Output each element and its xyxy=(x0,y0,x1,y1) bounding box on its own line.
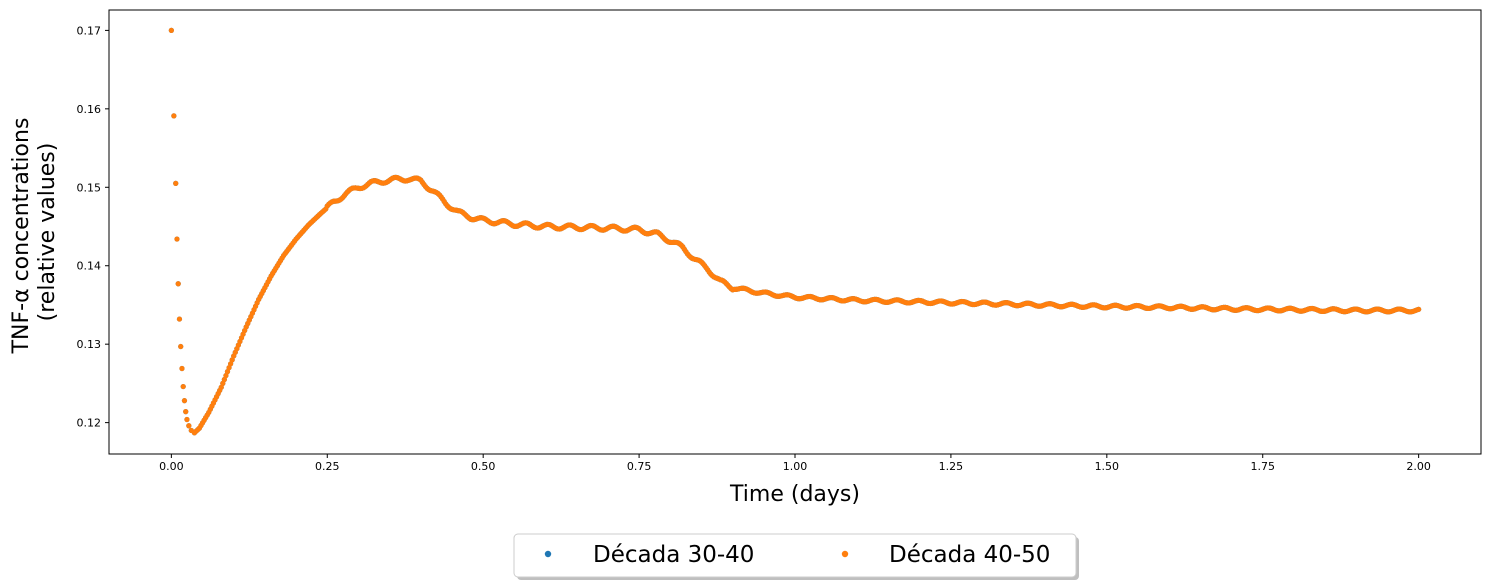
x-tick-label: 1.25 xyxy=(939,460,964,473)
y-axis-title: TNF-α concentrations (relative values) xyxy=(9,111,60,355)
data-point xyxy=(186,423,192,429)
legend-marker-decada-30-40 xyxy=(544,550,552,558)
x-axis: 0.00 0.25 0.50 0.75 1.00 1.25 1.50 1.75 2.00 xyxy=(159,454,1431,473)
data-point xyxy=(168,27,174,33)
y-tick-label: 0.13 xyxy=(77,338,102,351)
y-tick-label: 0.17 xyxy=(77,24,102,37)
x-tick-label: 1.50 xyxy=(1095,460,1120,473)
legend: Década 30-40 Década 40-50 xyxy=(513,533,1079,580)
legend-label-decada-30-40: Década 30-40 xyxy=(593,542,754,568)
y-axis-title-line-1: TNF-α concentrations xyxy=(9,118,34,355)
x-tick-label: 1.00 xyxy=(783,460,808,473)
data-point xyxy=(181,398,188,404)
data-point xyxy=(218,384,224,390)
x-tick-label: 0.00 xyxy=(159,460,184,473)
data-point xyxy=(179,365,185,372)
legend-frame xyxy=(513,533,1077,578)
y-tick-label: 0.12 xyxy=(77,417,102,430)
series-layer xyxy=(168,27,1422,436)
series-2 xyxy=(168,27,1422,436)
data-point xyxy=(228,361,234,367)
x-tick-label: 2.00 xyxy=(1406,460,1431,473)
legend-marker-decada-40-50 xyxy=(841,550,849,558)
data-point xyxy=(175,281,181,287)
x-tick-label: 1.75 xyxy=(1250,460,1275,473)
data-point xyxy=(226,365,232,371)
data-point xyxy=(224,369,231,375)
data-point xyxy=(184,416,190,423)
data-point xyxy=(176,316,183,322)
data-point xyxy=(223,372,229,379)
x-tick-label: 0.25 xyxy=(315,460,340,473)
data-point xyxy=(178,343,184,350)
y-tick-label: 0.16 xyxy=(77,103,102,116)
x-tick-label: 0.50 xyxy=(471,460,496,473)
data-point xyxy=(174,236,180,242)
data-point xyxy=(183,409,189,415)
data-point xyxy=(229,357,235,363)
legend-label-decada-40-50: Década 40-50 xyxy=(889,542,1050,568)
data-point xyxy=(1416,306,1422,312)
data-point xyxy=(220,380,226,386)
y-tick-label: 0.15 xyxy=(77,181,102,194)
y-axis: 0.12 0.13 0.14 0.15 0.16 0.17 xyxy=(77,24,109,430)
data-point xyxy=(173,180,179,186)
x-tick-label: 0.75 xyxy=(627,460,652,473)
y-axis-title-line-2: (relative values) xyxy=(35,143,60,322)
x-axis-title: Time (days) xyxy=(729,482,860,507)
data-point xyxy=(171,113,177,119)
y-tick-label: 0.14 xyxy=(77,260,102,273)
data-point xyxy=(221,376,227,383)
data-point xyxy=(180,383,186,390)
